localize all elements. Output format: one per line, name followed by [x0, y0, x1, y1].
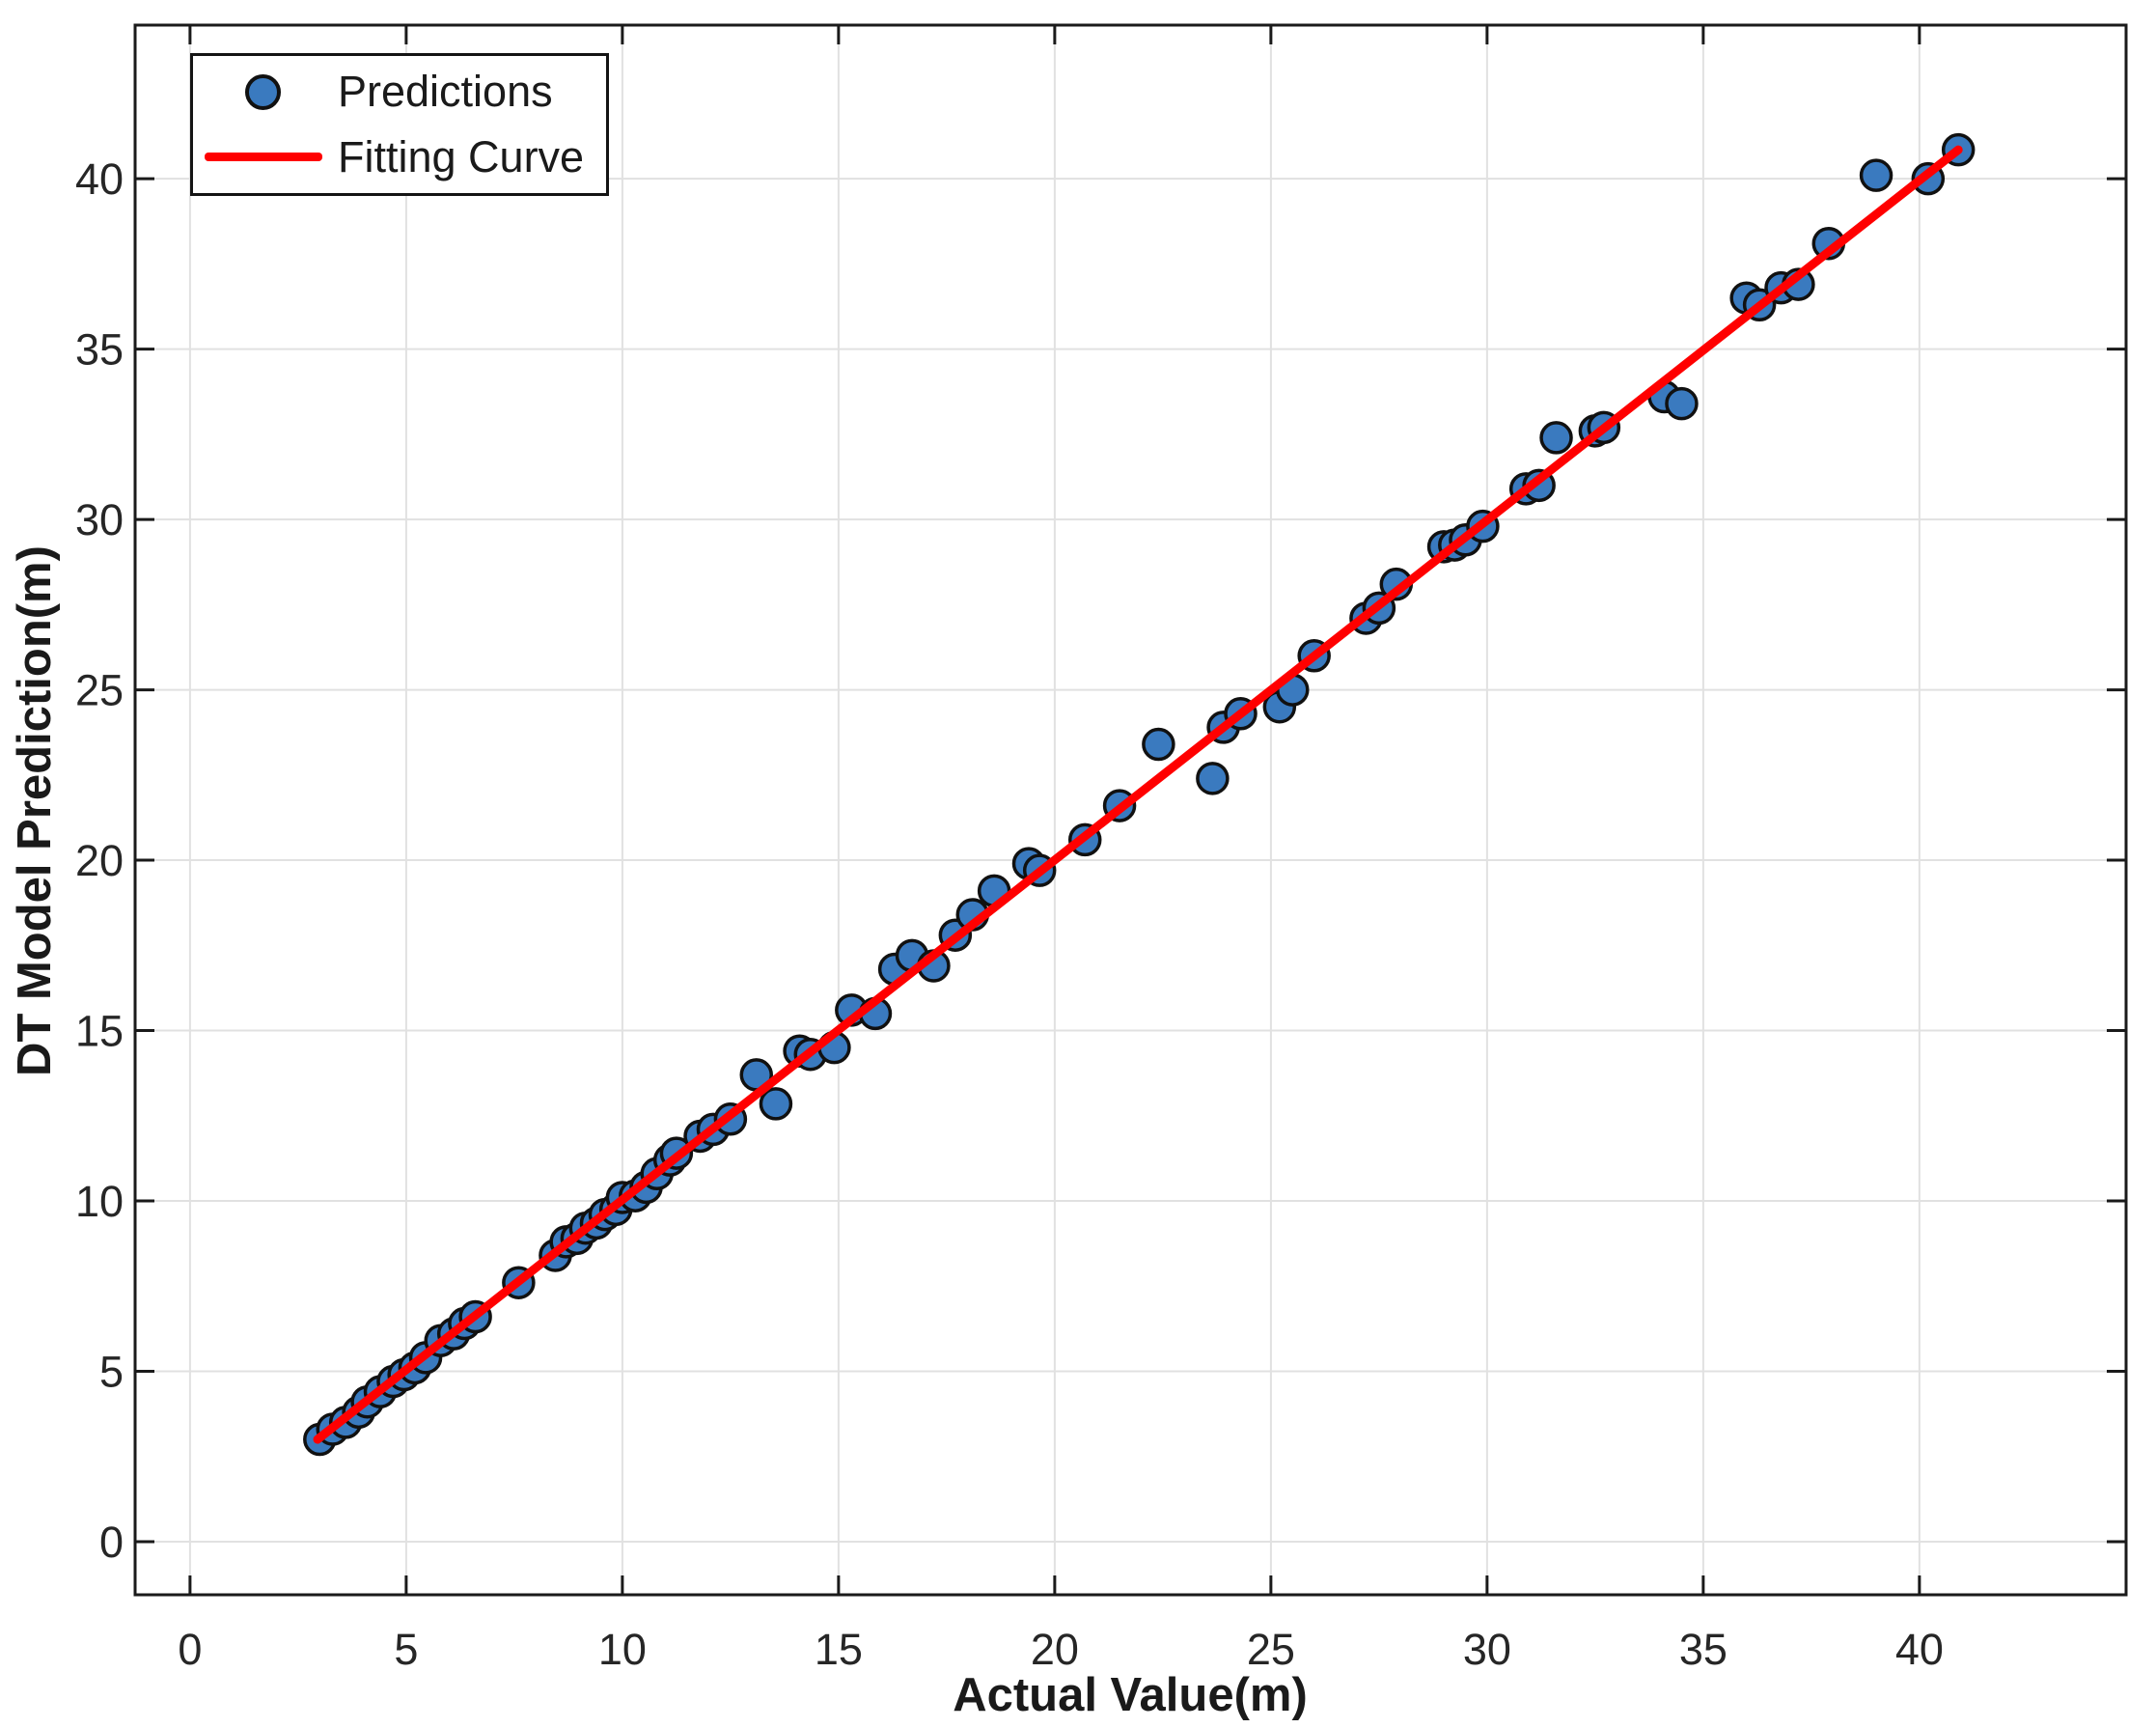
scatter-point [1196, 762, 1230, 795]
scatter-point [1859, 158, 1893, 192]
legend-label: Fitting Curve [338, 131, 585, 181]
axis-box [133, 23, 2128, 1597]
y-tick-label: 40 [75, 154, 124, 204]
legend-item-predictions: Predictions [193, 63, 606, 121]
y-tick-label: 30 [75, 495, 124, 544]
x-tick-label: 35 [1679, 1625, 1728, 1674]
x-axis-label: Actual Value(m) [953, 1669, 1308, 1721]
x-tick-label: 40 [1895, 1625, 1944, 1674]
legend-label: Predictions [338, 67, 553, 117]
y-tick-label: 35 [75, 325, 124, 375]
legend: Predictions Fitting Curve [190, 53, 609, 196]
scatter-point [1539, 421, 1573, 455]
fitting-curve-line-icon [204, 153, 322, 162]
legend-item-fitting-curve: Fitting Curve [193, 128, 606, 186]
scatter-point [1665, 386, 1699, 421]
fitting-curve-line [313, 145, 1963, 1444]
x-tick-label: 25 [1247, 1625, 1295, 1674]
grid-layer [135, 25, 2126, 1595]
x-tick-label: 20 [1031, 1625, 1079, 1674]
y-tick-label: 15 [75, 1007, 124, 1056]
x-tick-label: 0 [178, 1625, 202, 1674]
y-axis-label: DT Model Prediction(m) [9, 545, 61, 1076]
legend-swatch-area [193, 73, 333, 110]
x-tick-label: 10 [598, 1625, 647, 1674]
data-layer [303, 132, 1976, 1457]
y-tick-label: 5 [99, 1347, 124, 1396]
x-tick-label: 5 [394, 1625, 418, 1674]
scatter-point [1142, 727, 1175, 762]
tick-label-layer: 0 5 10 15 20 25 30 35 40 0 5 10 15 20 25 30 35 40 [75, 154, 1944, 1674]
axis-layer [133, 23, 2128, 1597]
y-tick-label: 0 [99, 1518, 124, 1567]
y-tick-label: 20 [75, 836, 124, 885]
y-tick-label: 25 [75, 666, 124, 715]
x-tick-label: 30 [1463, 1625, 1511, 1674]
y-tick-label: 10 [75, 1177, 124, 1226]
legend-swatch-area [193, 153, 333, 162]
x-tick-label: 15 [815, 1625, 863, 1674]
prediction-marker-icon [245, 73, 281, 110]
scatter-point [759, 1087, 793, 1121]
